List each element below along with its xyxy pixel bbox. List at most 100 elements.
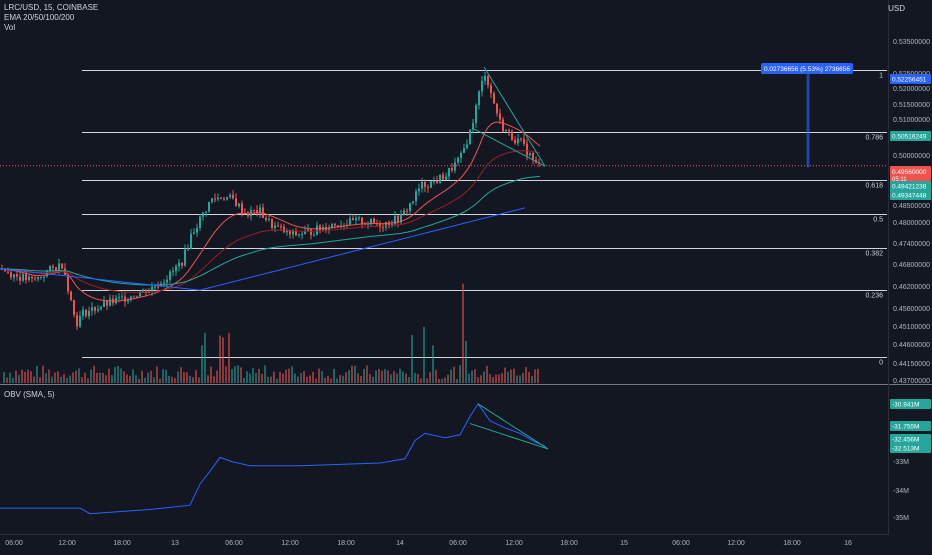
candle-body	[22, 274, 24, 281]
candle-body	[211, 198, 213, 202]
time-tick-label: 12:00	[58, 540, 76, 547]
volume-bar	[69, 375, 71, 383]
volume-bar	[12, 377, 14, 383]
fib-level-label: 1	[879, 73, 883, 80]
candle-body	[484, 75, 486, 81]
candle-body	[88, 310, 90, 317]
volume-indicator-label[interactable]: Vol	[4, 23, 16, 32]
volume-bar	[60, 376, 62, 383]
candle-body	[247, 213, 249, 217]
candle-body	[199, 216, 201, 228]
volume-bar	[105, 375, 107, 383]
volume-bar	[231, 369, 233, 383]
volume-bar	[291, 366, 293, 383]
candle-body	[433, 180, 435, 182]
volume-bar	[6, 377, 8, 383]
candle-body	[241, 203, 243, 214]
candle-body	[475, 105, 477, 124]
volume-bar	[516, 375, 518, 383]
volume-bar	[270, 376, 272, 383]
volume-bar	[309, 375, 311, 383]
countdown-text: 05:11	[892, 177, 907, 183]
candle-body	[55, 267, 57, 271]
volume-bar	[171, 376, 173, 383]
volume-bar	[393, 371, 395, 383]
candle-body	[217, 197, 219, 200]
volume-bar	[240, 367, 242, 383]
candle-body	[151, 286, 153, 291]
candle-body	[73, 300, 75, 315]
volume-bar	[282, 373, 284, 383]
candle-body	[163, 282, 165, 284]
candle-body	[286, 230, 288, 233]
candle-body	[70, 291, 72, 301]
candle-body	[289, 230, 291, 235]
volume-bar	[192, 377, 194, 383]
ema-indicator-label[interactable]: EMA 20/50/100/200	[4, 13, 75, 22]
time-tick-label: 12:00	[727, 540, 745, 547]
volume-bar	[72, 372, 74, 383]
volume-bar	[339, 375, 341, 383]
volume-bar	[84, 372, 86, 383]
volume-bar	[234, 366, 236, 383]
volume-bar	[327, 375, 329, 383]
candle-body	[409, 203, 411, 212]
volume-bar	[492, 376, 494, 383]
volume-bar	[519, 375, 521, 383]
volume-bar	[444, 377, 446, 383]
volume-bar	[420, 378, 422, 383]
candle-body	[349, 218, 351, 225]
volume-bar	[18, 375, 20, 383]
time-tick-label: 14	[396, 540, 404, 547]
candle-body	[142, 289, 144, 293]
candle-body	[271, 219, 273, 229]
candle-body	[229, 194, 231, 197]
symbol-label[interactable]: LRC/USD, 15, COINBASE	[4, 3, 99, 12]
candle-body	[19, 276, 21, 281]
time-tick-label: 06:00	[225, 540, 243, 547]
candle-body	[268, 219, 270, 221]
candle-body	[505, 129, 507, 132]
obv-indicator-label[interactable]: OBV (SMA, 5)	[4, 390, 55, 399]
candle-body	[106, 301, 108, 306]
candle-body	[439, 174, 441, 183]
volume-bar	[294, 373, 296, 383]
candle-body	[277, 225, 279, 227]
currency-label: USD	[888, 4, 905, 13]
ema200-line	[0, 207, 526, 291]
volume-bar	[138, 378, 140, 383]
volume-bar	[441, 378, 443, 383]
candle-body	[457, 157, 459, 163]
volume-bar	[456, 378, 458, 383]
candle-body	[493, 93, 495, 104]
volume-bar	[219, 335, 221, 383]
volume-bar	[537, 368, 539, 383]
volume-bar	[195, 370, 197, 383]
candle-body	[40, 276, 42, 278]
candle-body	[394, 215, 396, 225]
volume-bar	[489, 374, 491, 383]
candle-body	[352, 218, 354, 221]
candle-body	[526, 143, 528, 156]
volume-bar	[402, 371, 404, 383]
candle-body	[517, 138, 519, 144]
candle-body	[82, 309, 84, 316]
volume-bar	[426, 378, 428, 383]
volume-bar	[381, 370, 383, 383]
candle-body	[283, 226, 285, 233]
obv-trendline-upper	[477, 403, 549, 450]
volume-bar	[249, 373, 251, 383]
volume-bar	[312, 371, 314, 383]
volume-bar	[189, 375, 191, 383]
volume-bar	[24, 372, 26, 383]
candle-body	[235, 198, 237, 207]
fib-level-label: 0.382	[865, 251, 883, 258]
candle-body	[403, 210, 405, 215]
osc-tick-label: -35M	[893, 515, 909, 522]
obv-badge-4-text: -32.513M	[892, 446, 919, 453]
volume-bar	[525, 366, 527, 383]
candle-body	[445, 176, 447, 180]
volume-bar	[147, 372, 149, 383]
